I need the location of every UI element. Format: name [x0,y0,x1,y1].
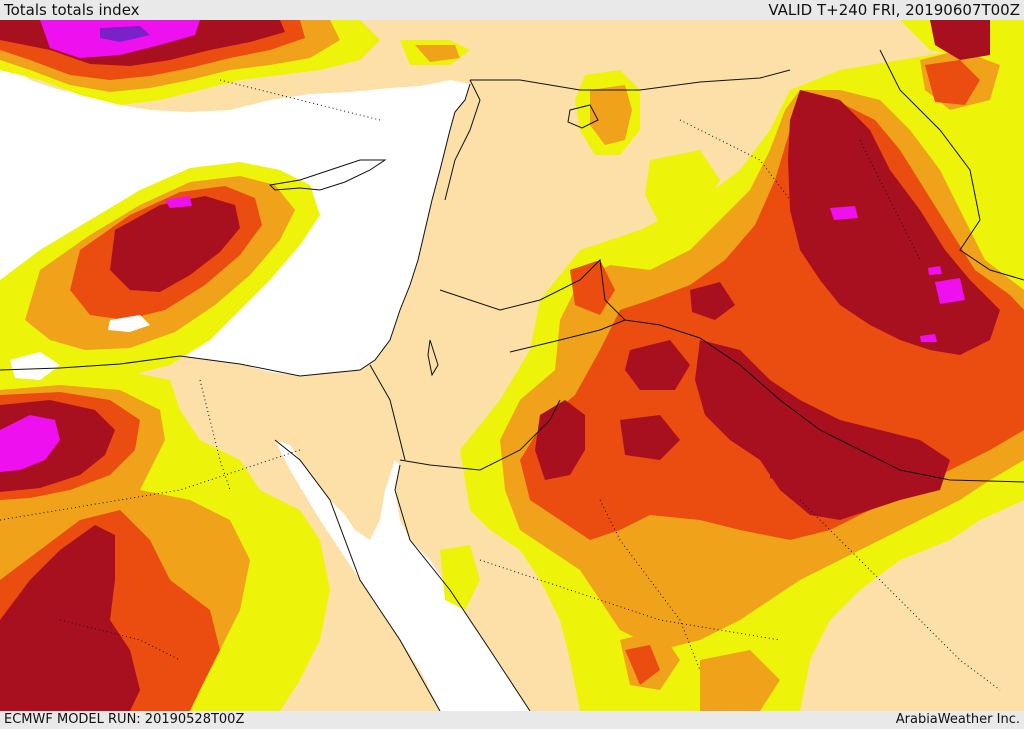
credit-text: ArabiaWeather Inc. [895,712,1020,727]
inland-patches [10,227,342,380]
contour-level6 [100,26,150,42]
red-sea [275,440,530,711]
map-canvas [0,20,1024,711]
country-borders [369,49,1024,483]
footer-bar: ECMWF MODEL RUN: 20190528T00Z ArabiaWeat… [0,711,1024,729]
valid-time: VALID T+240 FRI, 20190607T00Z [768,1,1020,19]
map-title: Totals totals index [4,1,140,19]
contour-level4 [0,20,1000,711]
model-run: ECMWF MODEL RUN: 20190528T00Z [4,712,245,727]
weather-map[interactable] [0,20,1024,711]
coastlines [0,83,599,711]
header-bar: Totals totals index VALID T+240 FRI, 201… [0,0,1024,20]
dotted-boundaries [0,79,1001,691]
